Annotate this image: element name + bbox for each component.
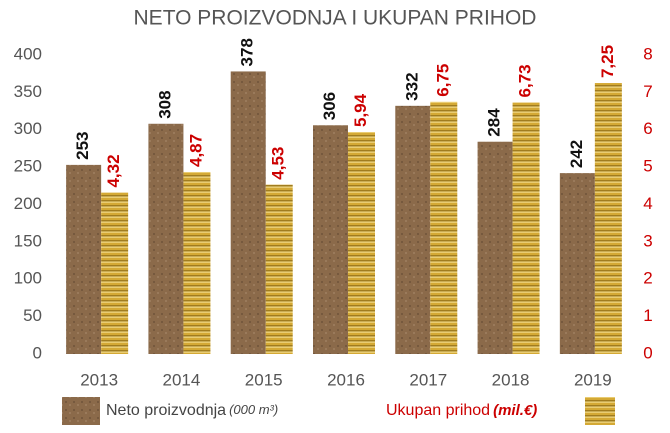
x-tick-label: 2017 [409,370,447,389]
bar [230,71,266,354]
x-tick-label: 2015 [245,370,283,389]
y2-tick-label: 2 [643,269,652,288]
y-tick-label: 300 [14,119,42,138]
legend-unit: (mil.€) [493,402,537,419]
bar [430,101,458,354]
bar [148,123,184,355]
x-tick-label: 2014 [163,370,201,389]
y2-tick-label: 6 [643,119,652,138]
bar [183,171,211,354]
x-tick-label: 2018 [492,370,530,389]
y-tick-label: 350 [14,82,42,101]
bar [559,173,595,354]
value-label: 6,75 [433,64,452,97]
value-label: 7,25 [598,45,617,78]
y-tick-label: 400 [14,44,42,63]
value-label: 242 [567,140,586,168]
legend-swatch [62,397,100,425]
y2-tick-label: 5 [643,157,652,176]
y2-tick-label: 8 [643,44,652,63]
bar [594,83,622,354]
y-tick-label: 0 [33,343,42,362]
y-tick-label: 200 [14,194,42,213]
value-label: 6,73 [516,64,535,97]
legend-swatch [585,397,615,425]
x-tick-label: 2016 [327,370,365,389]
value-label: 253 [73,132,92,160]
bar [395,105,431,354]
y-tick-label: 150 [14,231,42,250]
value-label: 4,87 [186,134,205,167]
value-label: 308 [155,90,174,118]
y2-tick-label: 1 [643,306,652,325]
y2-tick-label: 4 [643,194,652,213]
bar [477,141,513,354]
value-label: 284 [485,108,504,137]
value-label: 378 [238,38,257,66]
x-tick-label: 2019 [574,370,612,389]
value-label: 5,94 [351,93,370,127]
bar [265,184,293,354]
bar [348,131,375,354]
bar [101,192,129,354]
y-tick-label: 50 [23,306,42,325]
legend-unit: (000 m³) [229,402,278,417]
legend-name: Neto proizvodnja [106,402,226,419]
bar [512,102,540,354]
legend-name: Ukupan prihod [386,402,490,419]
legend-label: Ukupan prihod (mil.€) [386,402,537,419]
y-tick-label: 250 [14,157,42,176]
value-label: 332 [402,72,421,100]
y2-tick-label: 7 [643,82,652,101]
y2-tick-label: 3 [643,231,652,250]
value-label: 4,32 [104,154,123,187]
bar [313,125,348,354]
x-tick-label: 2013 [80,370,118,389]
y-tick-label: 100 [14,269,42,288]
y2-tick-label: 0 [643,343,652,362]
value-label: 306 [320,92,339,120]
legend-label: Neto proizvodnja (000 m³) [106,402,278,419]
value-label: 4,53 [269,147,288,180]
chart-title: NETO PROIZVODNJA I UKUPAN PRIHOD [134,7,537,30]
bar [66,164,102,354]
